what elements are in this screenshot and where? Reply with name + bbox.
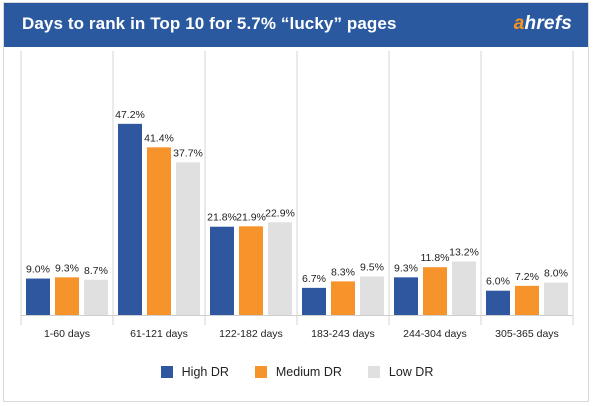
bar-low-dr bbox=[544, 282, 568, 315]
data-label: 9.3% bbox=[394, 262, 418, 274]
bar-high-dr bbox=[394, 277, 418, 315]
x-tick-label: 122-182 days bbox=[219, 328, 283, 340]
logo-text: hrefs bbox=[524, 13, 572, 34]
chart-header: Days to rank in Top 10 for 5.7% “lucky” … bbox=[4, 3, 588, 47]
bar-medium-dr bbox=[147, 147, 171, 315]
ahrefs-logo: ahrefs bbox=[514, 13, 572, 35]
bar-medium-dr bbox=[331, 281, 355, 315]
bar-low-dr bbox=[360, 276, 384, 315]
legend-item-low-dr: Low DR bbox=[367, 365, 434, 379]
legend-swatch bbox=[254, 366, 267, 378]
data-label: 47.2% bbox=[115, 109, 145, 121]
bar-high-dr bbox=[302, 287, 326, 315]
legend-item-high-dr: High DR bbox=[160, 365, 229, 379]
bar-medium-dr bbox=[55, 277, 79, 315]
data-label: 6.0% bbox=[486, 276, 510, 288]
chart-title: Days to rank in Top 10 for 5.7% “lucky” … bbox=[22, 14, 397, 33]
x-tick-label: 305-365 days bbox=[495, 328, 559, 340]
x-tick-label: 244-304 days bbox=[403, 328, 467, 340]
data-label: 13.2% bbox=[449, 247, 479, 259]
data-label: 37.7% bbox=[173, 147, 203, 159]
legend-label: Low DR bbox=[388, 365, 434, 379]
data-label: 41.4% bbox=[144, 132, 174, 144]
bar-low-dr bbox=[452, 261, 476, 315]
data-label: 9.5% bbox=[360, 262, 384, 274]
x-tick-label: 183-243 days bbox=[311, 328, 375, 340]
x-tick-label: 1-60 days bbox=[44, 328, 90, 340]
chart-card: Days to rank in Top 10 for 5.7% “lucky” … bbox=[3, 2, 589, 402]
legend-label: Medium DR bbox=[275, 365, 342, 379]
bar-high-dr bbox=[26, 278, 50, 315]
legend-item-medium-dr: Medium DR bbox=[254, 365, 342, 379]
bar-medium-dr bbox=[423, 267, 447, 315]
logo-accent-letter: a bbox=[513, 13, 525, 34]
x-tick-label: 61-121 days bbox=[130, 328, 188, 340]
data-label: 21.8% bbox=[207, 212, 237, 224]
chart-legend: High DR Medium DR Low DR bbox=[4, 361, 590, 383]
data-label: 9.3% bbox=[55, 262, 79, 274]
bar-high-dr bbox=[210, 226, 234, 315]
legend-swatch bbox=[160, 366, 173, 378]
data-label: 8.3% bbox=[331, 266, 355, 278]
data-label: 11.8% bbox=[421, 252, 450, 264]
bar-medium-dr bbox=[515, 285, 539, 315]
bar-medium-dr bbox=[239, 226, 263, 315]
data-label: 8.7% bbox=[84, 265, 108, 277]
legend-swatch bbox=[367, 366, 380, 378]
data-label: 21.9% bbox=[236, 211, 266, 223]
bar-high-dr bbox=[486, 290, 510, 315]
data-label: 7.2% bbox=[515, 271, 539, 283]
data-label: 8.0% bbox=[544, 268, 568, 280]
bar-high-dr bbox=[118, 123, 142, 315]
bar-chart: 9.0% 9.3% 8.7% 1-60 days 47.2% 41.4% 37.7% 61-1… bbox=[20, 51, 574, 340]
data-label: 9.0% bbox=[26, 264, 50, 276]
bar-low-dr bbox=[268, 222, 292, 315]
data-label: 6.7% bbox=[302, 273, 326, 285]
bar-low-dr bbox=[84, 279, 108, 315]
data-label: 22.9% bbox=[265, 207, 295, 219]
bar-low-dr bbox=[176, 162, 200, 315]
legend-label: High DR bbox=[181, 365, 229, 379]
